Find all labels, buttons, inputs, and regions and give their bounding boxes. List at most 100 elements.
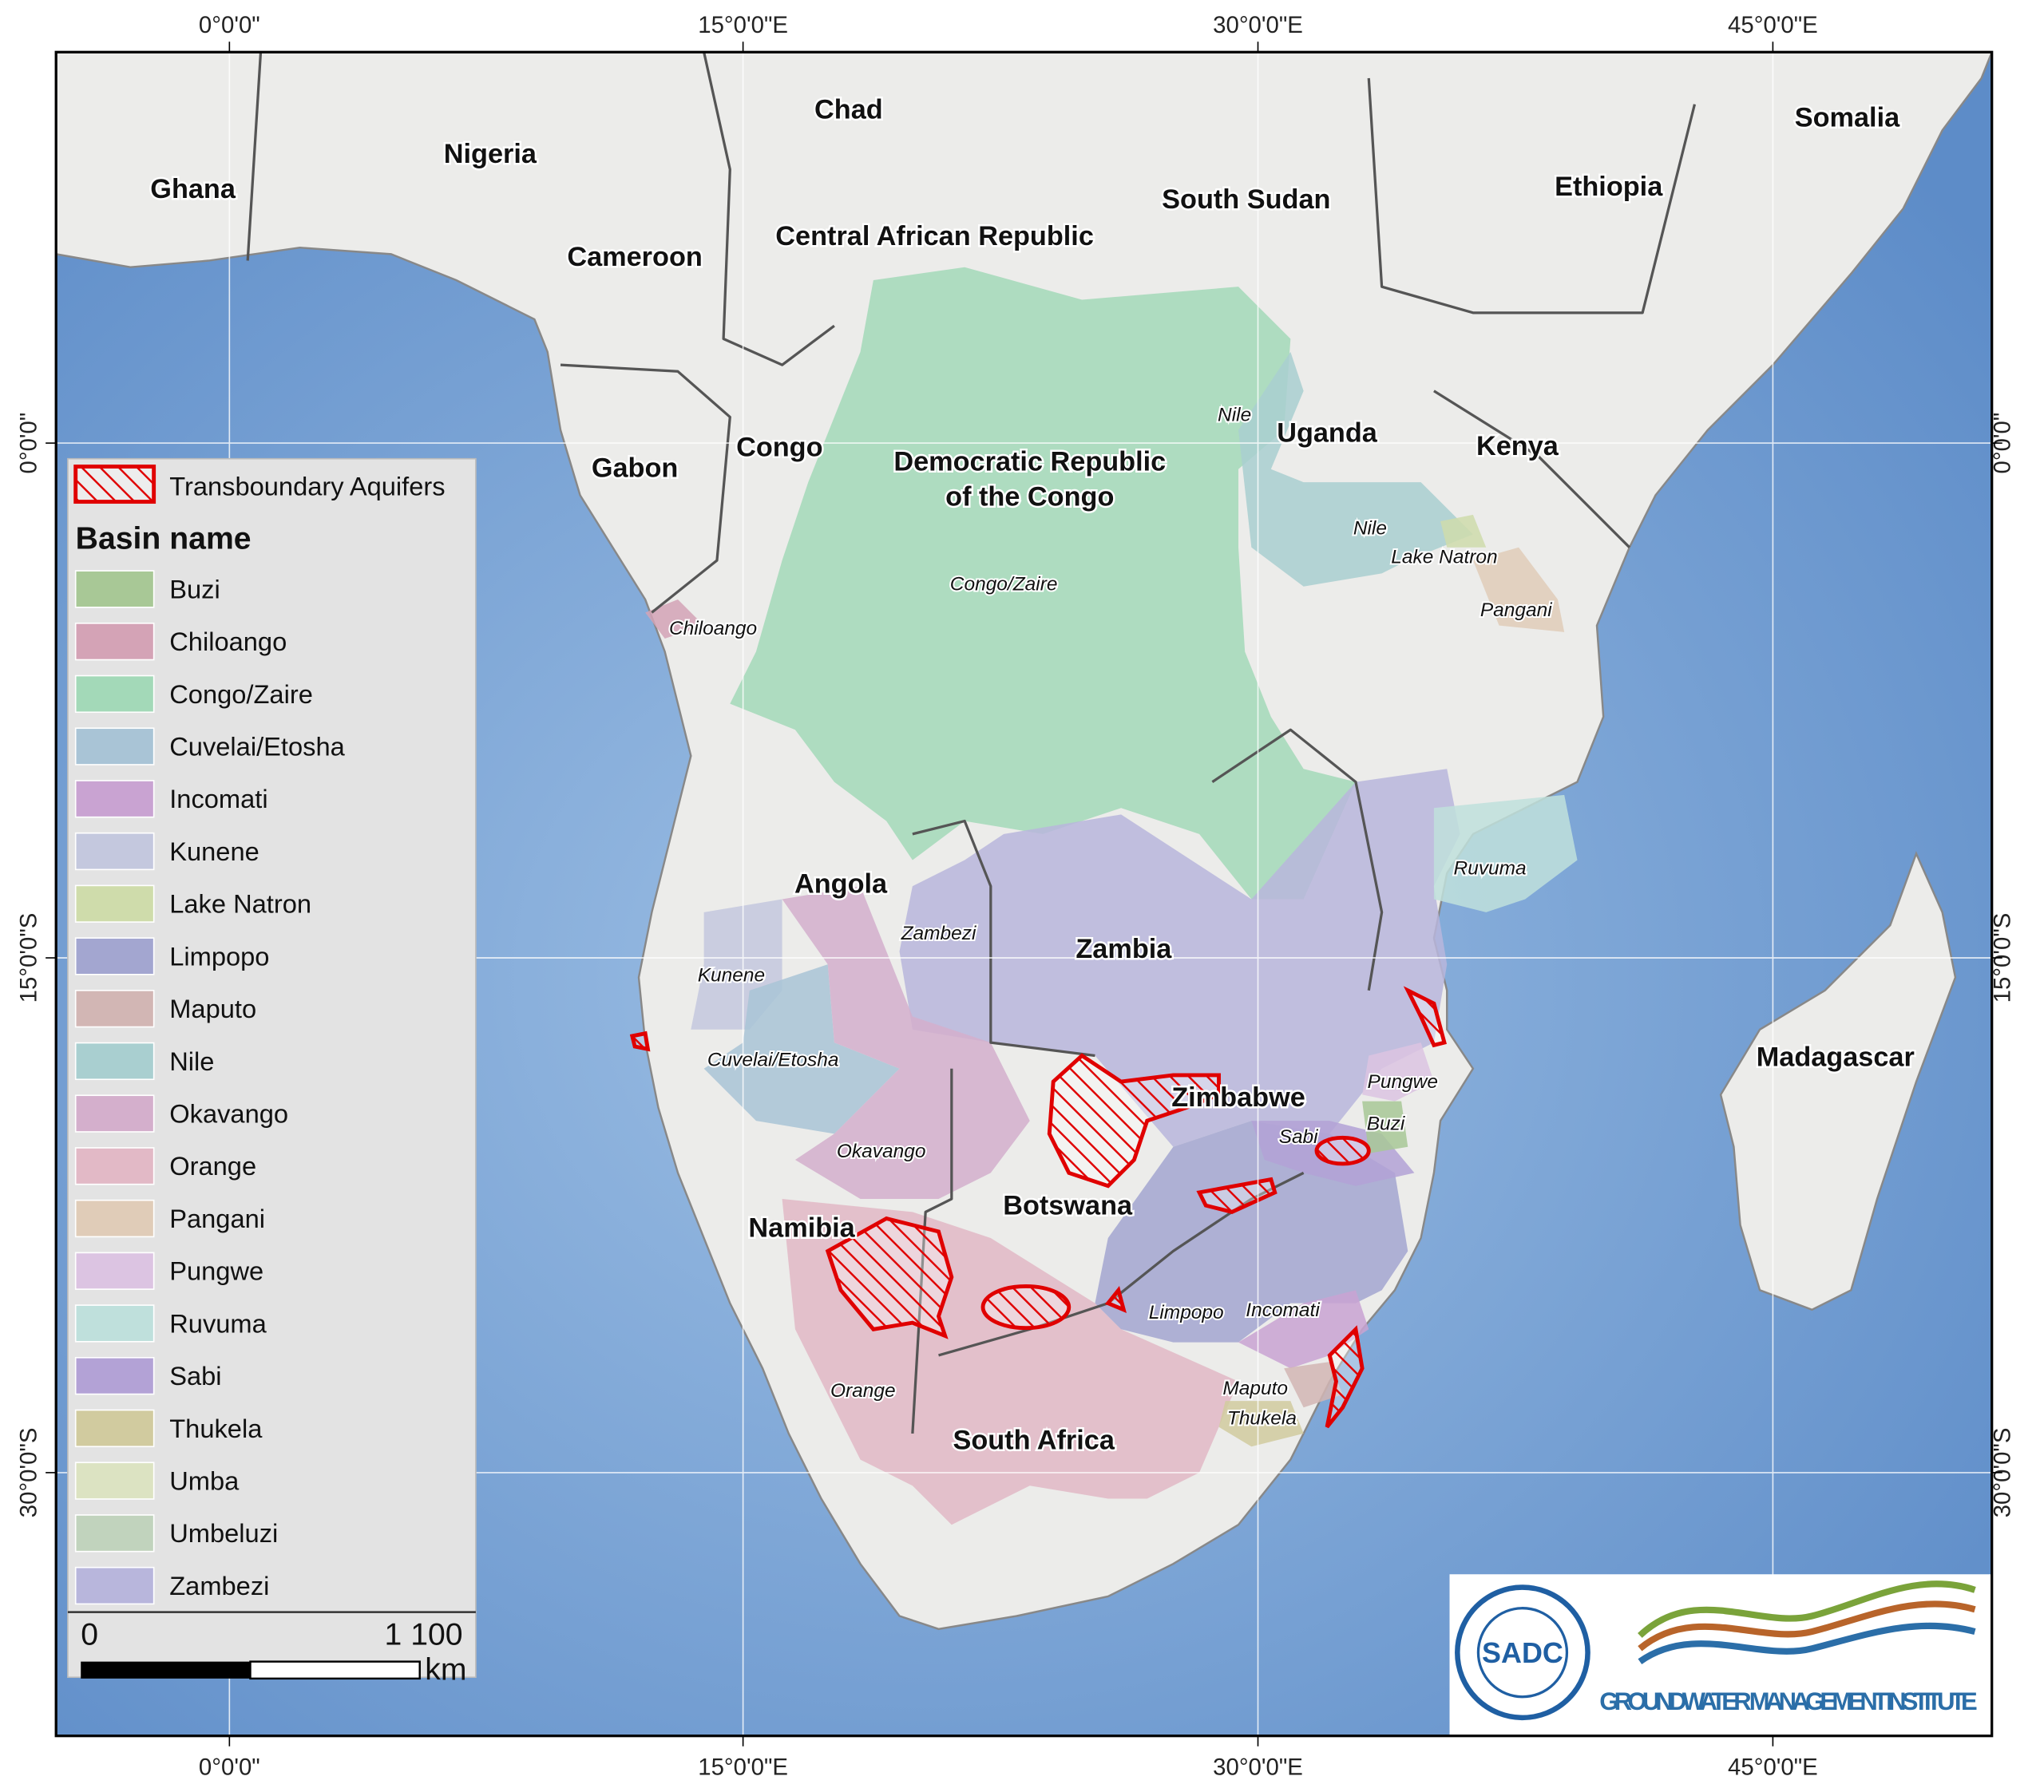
scale-bar-black xyxy=(81,1661,251,1679)
legend-label: Lake Natron xyxy=(169,889,311,919)
aquifer xyxy=(980,1284,1072,1331)
sadc-logo-text: SADC xyxy=(1482,1636,1563,1669)
legend-label: Thukela xyxy=(169,1414,263,1443)
legend-swatch xyxy=(74,1304,155,1343)
institute-name: GROUNDWATER MANAGEMENT INSTITUTE xyxy=(1599,1687,1977,1715)
basin-label: Pangani xyxy=(1480,599,1552,621)
country-label: Namibia xyxy=(748,1212,855,1243)
logo-wave xyxy=(1638,1622,1976,1664)
country-labels: Ghana Nigeria Chad Somalia Ethiopia Sout… xyxy=(149,93,1916,1458)
graticule-label: 15°0'0"E xyxy=(698,1754,788,1781)
graticule-label: 15°0'0"E xyxy=(698,12,788,38)
country-label: Cameroon xyxy=(567,242,702,272)
basin-area xyxy=(703,964,900,1134)
country-label: Ghana xyxy=(150,174,236,204)
logos: SADC GROUNDWATER MANAGEMENT INSTITUTE xyxy=(1449,1574,1992,1736)
legend-swatch xyxy=(74,1566,155,1605)
basin-label: Incomati xyxy=(1246,1299,1320,1321)
legend-label: Ruvuma xyxy=(169,1308,267,1338)
legend-label: Kunene xyxy=(169,837,259,866)
legend-swatch xyxy=(74,780,155,818)
aquifer xyxy=(825,1216,954,1339)
basin-area xyxy=(1218,1401,1304,1447)
country-label: Democratic Republic xyxy=(893,446,1166,477)
scale-bar-white xyxy=(249,1660,421,1680)
legend-swatch xyxy=(74,832,155,871)
country-label: South Sudan xyxy=(1162,184,1330,215)
country-label: Nigeria xyxy=(444,139,537,169)
map-body: Ghana Nigeria Chad Somalia Ethiopia Sout… xyxy=(56,52,1992,1736)
basin-label: Thukela xyxy=(1227,1407,1297,1429)
country-label: Uganda xyxy=(1277,417,1378,448)
aquifer xyxy=(1314,1135,1371,1166)
basin-area xyxy=(782,886,1030,1200)
basin-area xyxy=(1238,351,1473,587)
aquifers xyxy=(629,986,1447,1429)
legend-aquifer-swatch xyxy=(73,465,156,504)
basin-area xyxy=(1362,1101,1408,1153)
country-label: Botswana xyxy=(1003,1191,1133,1221)
legend-label: Chiloango xyxy=(169,627,287,656)
legend-label: Maputo xyxy=(169,994,256,1023)
legend-aquifer-label: Transboundary Aquifers xyxy=(169,471,445,500)
graticule-label: 30°0'0"E xyxy=(1213,1754,1303,1781)
basin-area xyxy=(1440,514,1487,548)
aquifer xyxy=(1047,1053,1221,1189)
legend-swatch xyxy=(74,1199,155,1238)
legend-label: Okavango xyxy=(169,1099,288,1129)
legend-label: Buzi xyxy=(169,574,220,603)
scale-start: 0 xyxy=(81,1617,98,1652)
basin-labels: Nile Nile Lake Natron Pangani Congo/Zair… xyxy=(667,402,1554,1430)
basin-label: Nile xyxy=(1353,517,1387,539)
sadc-logo-inner xyxy=(1476,1607,1569,1699)
logo-wave xyxy=(1638,1600,1976,1652)
legend-label: Orange xyxy=(169,1151,256,1181)
legend-label: Cuvelai/Etosha xyxy=(169,732,345,762)
basin-label: Lake Natron xyxy=(1391,546,1497,568)
legend-label: Umba xyxy=(169,1466,240,1496)
legend-title: Basin name xyxy=(76,521,252,556)
country-label: South Africa xyxy=(953,1426,1115,1456)
legend-swatch xyxy=(74,1514,155,1553)
country-label: Zambia xyxy=(1075,934,1172,964)
basin-label: Congo/Zaire xyxy=(950,574,1058,595)
legend-swatch xyxy=(74,990,155,1028)
basin-label: Kunene xyxy=(698,964,765,986)
graticule-label: 0°0'0" xyxy=(199,12,260,38)
legend-swatch xyxy=(74,1252,155,1290)
basin-label: Sabi xyxy=(1279,1126,1319,1148)
country-label: Ethiopia xyxy=(1555,172,1663,202)
country-borders xyxy=(246,52,1697,1434)
basin-label: Zambezi xyxy=(901,923,976,944)
country-label: Gabon xyxy=(592,453,679,484)
madagascar-land xyxy=(1719,851,1957,1311)
country-label: Congo xyxy=(736,432,822,462)
legend-swatch xyxy=(74,727,155,765)
legend-label: Zambezi xyxy=(169,1571,269,1600)
country-label: Chad xyxy=(814,95,883,125)
basin-label: Maputo xyxy=(1222,1378,1288,1399)
basin-area xyxy=(1284,1362,1343,1408)
country-label: Somalia xyxy=(1795,102,1900,133)
legend-swatch xyxy=(74,623,155,661)
aquifer xyxy=(1196,1177,1278,1214)
basin-label: Ruvuma xyxy=(1454,858,1527,880)
scale-end: 1 100 xyxy=(385,1617,463,1652)
country-label: Kenya xyxy=(1476,431,1559,461)
country-label: Madagascar xyxy=(1757,1042,1915,1073)
basin-area xyxy=(730,267,1356,900)
legend-swatch xyxy=(74,1094,155,1133)
basin-label: Limpopo xyxy=(1149,1302,1224,1323)
legend-label: Nile xyxy=(169,1046,214,1076)
legend-label: Pungwe xyxy=(169,1256,263,1286)
graticule-label: 45°0'0"E xyxy=(1728,1754,1818,1781)
basin-label: Okavango xyxy=(837,1141,926,1162)
legend-label: Umbeluzi xyxy=(169,1518,278,1548)
sadc-logo-ring xyxy=(1455,1584,1590,1721)
basin-area xyxy=(1433,794,1578,912)
country-label: Zimbabwe xyxy=(1171,1082,1305,1113)
legend-label: Congo/Zaire xyxy=(169,679,313,709)
graticule-label: 30°0'0"S xyxy=(16,1428,42,1518)
graticule-label: 0°0'0" xyxy=(16,413,42,474)
